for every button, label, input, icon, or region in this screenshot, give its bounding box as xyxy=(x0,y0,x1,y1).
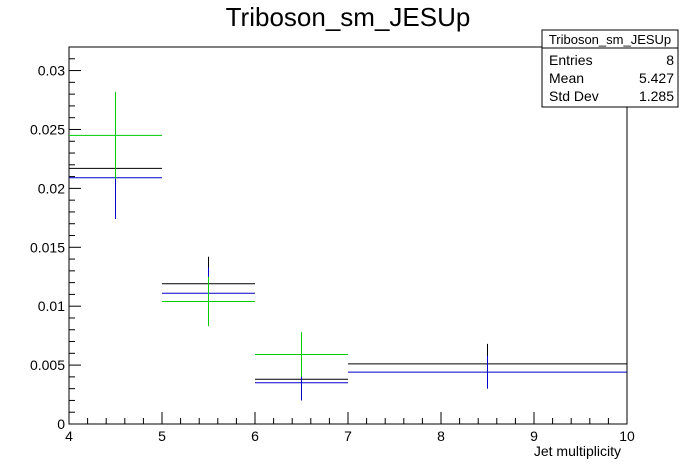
stats-value-entries: 8 xyxy=(666,52,674,68)
y-tick-label: 0.015 xyxy=(30,239,65,255)
x-tick-label: 4 xyxy=(65,428,73,444)
data-layer xyxy=(69,91,627,401)
stats-box: Triboson_sm_JESUp Entries 8 Mean 5.427 S… xyxy=(541,29,679,108)
y-tick-label: 0.005 xyxy=(30,357,65,373)
x-tick-label: 6 xyxy=(251,428,259,444)
x-tick-label: 7 xyxy=(344,428,352,444)
stats-box-frame xyxy=(541,29,679,108)
x-tick-label: 8 xyxy=(437,428,445,444)
stats-label-mean: Mean xyxy=(549,70,584,86)
stats-value-std-dev: 1.285 xyxy=(639,88,674,104)
series-1 xyxy=(69,136,627,401)
chart-title: Triboson_sm_JESUp xyxy=(226,2,471,32)
y-tick-label: 0.01 xyxy=(38,298,65,314)
axes: 4 5 6 7 8 9 10 0 0.005 0.01 0.015 0.02 0.025 0.03 xyxy=(30,46,635,444)
y-tick-label: 0.03 xyxy=(38,63,65,79)
stats-box-title: Triboson_sm_JESUp xyxy=(549,32,671,47)
stats-label-entries: Entries xyxy=(549,52,593,68)
y-tick-label: 0.02 xyxy=(38,180,65,196)
x-tick-label: 10 xyxy=(619,428,635,444)
series-2 xyxy=(69,91,348,377)
x-tick-label: 5 xyxy=(158,428,166,444)
series-0 xyxy=(69,118,627,401)
stats-label-std-dev: Std Dev xyxy=(549,88,599,104)
x-axis-title: Jet multiplicity xyxy=(534,443,621,459)
x-tick-label: 9 xyxy=(530,428,538,444)
y-tick-label: 0.025 xyxy=(30,121,65,137)
y-tick-label: 0 xyxy=(57,416,65,432)
stats-value-mean: 5.427 xyxy=(639,70,674,86)
